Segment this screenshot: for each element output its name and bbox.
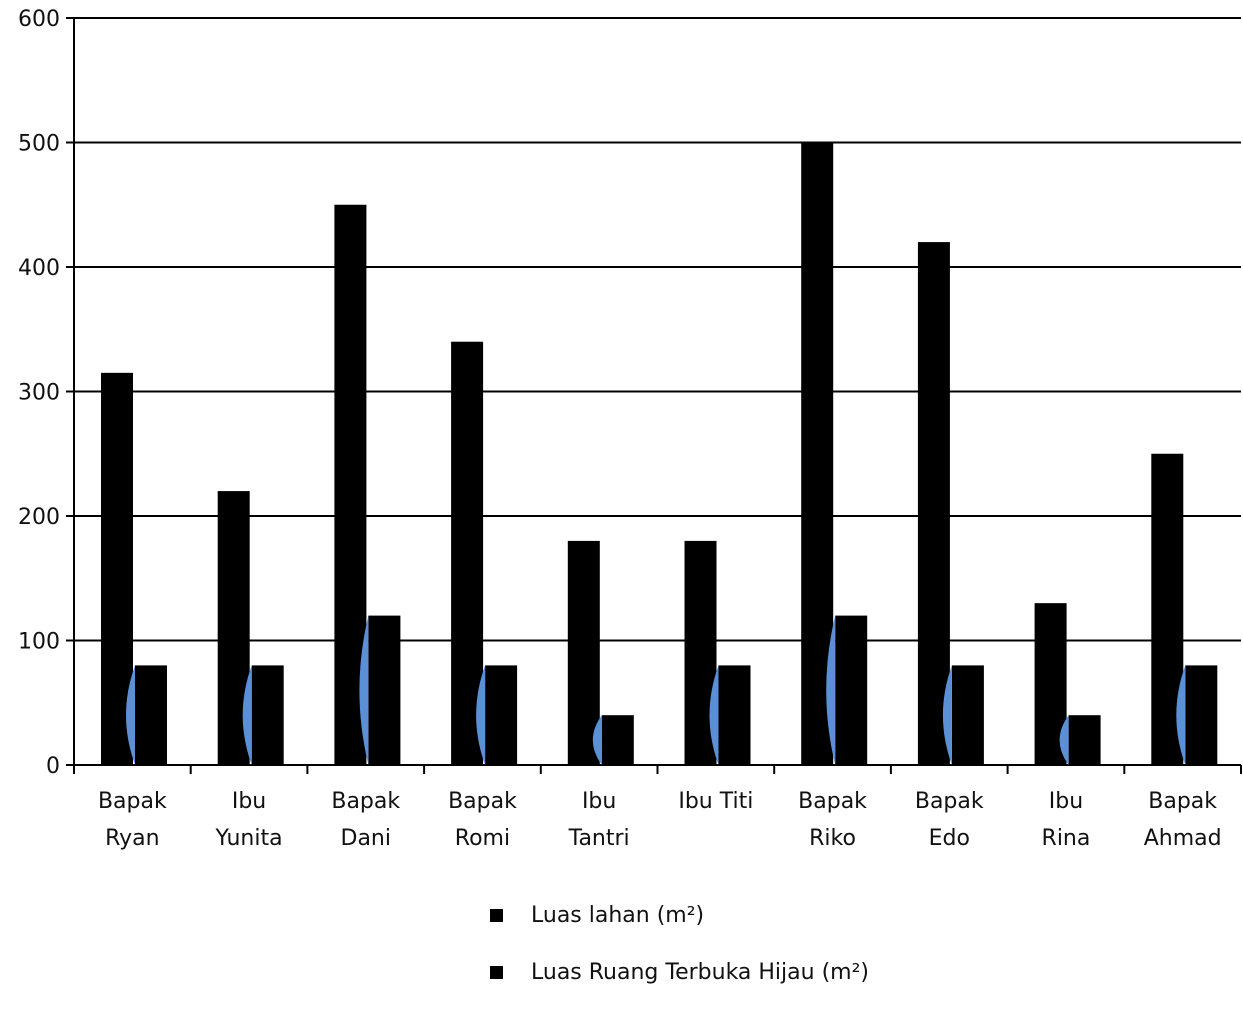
- bar-luas-rth: [718, 665, 751, 765]
- x-category-label: Bapak: [1148, 789, 1217, 814]
- legend-swatch-icon: [490, 908, 503, 922]
- x-category-label: Dani: [341, 826, 391, 851]
- bar-luas-rth: [368, 615, 401, 765]
- bar-accent: [126, 665, 135, 765]
- y-tick-label: 500: [18, 132, 60, 157]
- legend-swatch-icon: [490, 965, 503, 979]
- bar-accent: [1176, 665, 1186, 765]
- legend: Luas lahan (m²) Luas Ruang Terbuka Hijau…: [490, 900, 869, 1014]
- x-category-label: Ibu Titi: [678, 789, 753, 814]
- bar-luas-lahan: [917, 242, 950, 766]
- bar-accent: [1059, 715, 1069, 765]
- y-tick-label: 300: [18, 381, 60, 406]
- x-category-label: Bapak: [798, 789, 867, 814]
- x-category-label: Ibu: [232, 789, 266, 814]
- bar-accent: [709, 665, 719, 765]
- bar-luas-rth: [835, 615, 868, 765]
- x-category-label: Bapak: [448, 789, 517, 814]
- x-category-label: Yunita: [215, 826, 283, 851]
- bar-accent: [592, 715, 602, 765]
- legend-label: Luas Ruang Terbuka Hijau (m²): [531, 959, 869, 985]
- x-category-label: Ibu: [1049, 789, 1083, 814]
- x-category-label: Rina: [1042, 826, 1091, 851]
- x-category-label: Edo: [929, 826, 970, 851]
- bar-luas-rth: [951, 665, 984, 765]
- bar-accent: [476, 665, 486, 765]
- x-category-label: Bapak: [331, 789, 400, 814]
- x-category-label: Bapak: [915, 789, 984, 814]
- x-category-label: Ahmad: [1144, 826, 1222, 851]
- x-category-label: Romi: [455, 826, 510, 851]
- x-category-label: Tantri: [568, 826, 630, 851]
- x-category-label: Riko: [809, 826, 856, 851]
- bar-luas-rth: [485, 665, 518, 765]
- bar-luas-rth: [135, 665, 167, 765]
- x-category-label: Bapak: [98, 789, 167, 814]
- legend-item-ruang-terbuka-hijau: Luas Ruang Terbuka Hijau (m²): [490, 957, 869, 987]
- bar-accent: [242, 665, 252, 765]
- y-tick-label: 600: [18, 7, 60, 32]
- y-tick-label: 100: [18, 630, 60, 655]
- bar-luas-rth: [1185, 665, 1218, 765]
- bar-luas-rth: [251, 665, 284, 765]
- bar-luas-lahan: [567, 540, 600, 765]
- x-category-label: Ryan: [105, 826, 160, 851]
- y-tick-label: 400: [18, 256, 60, 281]
- y-tick-label: 0: [46, 754, 60, 779]
- bar-luas-rth: [601, 715, 634, 765]
- legend-label: Luas lahan (m²): [531, 902, 705, 928]
- bar-accent: [826, 615, 836, 765]
- x-category-label: Ibu: [582, 789, 616, 814]
- y-tick-label: 200: [18, 505, 60, 530]
- bar-luas-rth: [1068, 715, 1101, 765]
- bar-chart: 0 100 200 300 400 500 600 Bapak Ryan Ibu Yunita Bap…: [18, 7, 1242, 851]
- bar-accent: [942, 665, 952, 765]
- legend-item-luas-lahan: Luas lahan (m²): [490, 900, 869, 930]
- bar-accent: [359, 615, 369, 765]
